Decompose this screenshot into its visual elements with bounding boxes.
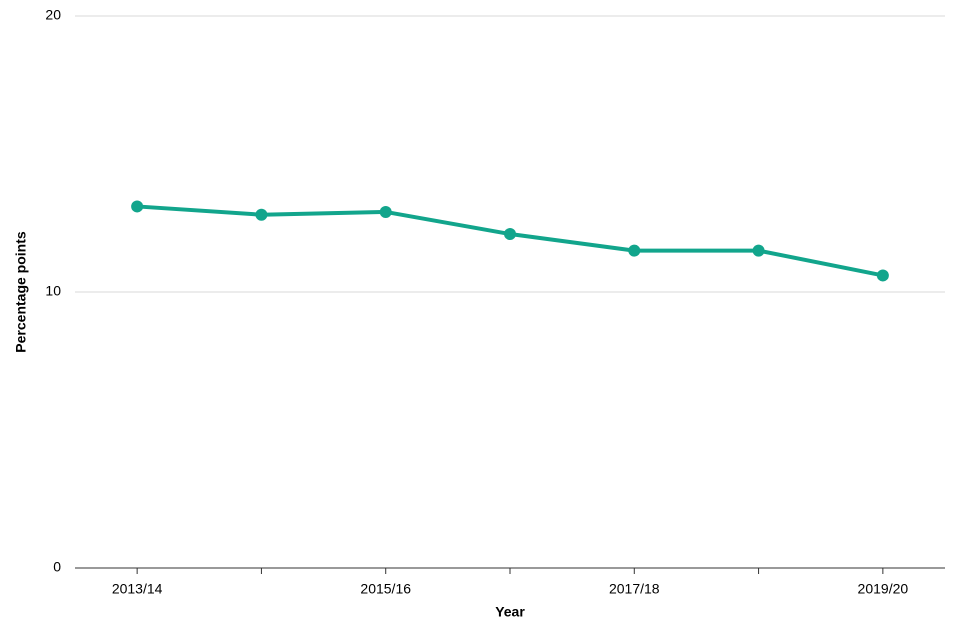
x-tick-label: 2013/14 [112,581,163,597]
data-line [137,204,884,278]
y-axis-title: Percentage points [13,231,29,353]
x-tick-label: 2019/20 [858,581,909,597]
data-point [131,200,144,213]
data-point [255,208,268,221]
x-axis-title: Year [495,604,525,620]
x-tick-label: 2015/16 [360,581,411,597]
y-tick-label: 0 [53,559,61,575]
x-tick-label: 2017/18 [609,581,660,597]
y-tick-label: 10 [45,283,61,299]
y-tick-label: 20 [45,7,61,23]
data-point [752,244,765,257]
data-point [379,205,392,218]
data-point [876,269,889,282]
data-point [628,244,641,257]
data-point [504,228,516,241]
